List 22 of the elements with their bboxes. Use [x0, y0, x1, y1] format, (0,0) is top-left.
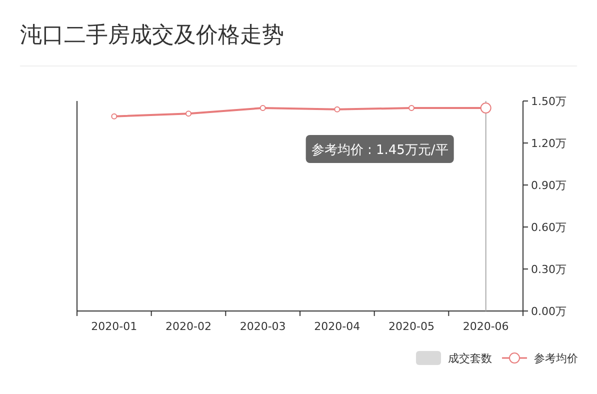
y2-tick-label: 1.50万 [531, 95, 566, 108]
legend-label: 成交套数 [448, 352, 492, 365]
x-tick-label: 2020-05 [388, 320, 434, 333]
y2-tick-label: 0.30万 [531, 263, 566, 276]
point [260, 105, 266, 111]
x-tick-label: 2020-03 [240, 320, 286, 333]
point [186, 110, 192, 117]
x-tick-label: 2020-01 [91, 320, 138, 333]
point [334, 106, 340, 112]
point [111, 113, 118, 120]
y2-tick-label: 0.90万 [531, 179, 566, 192]
chart-title: 沌口二手房成交及价格走势 [20, 23, 284, 48]
y2-tick-label: 0.00万 [531, 305, 566, 318]
y2-tick-label: 1.20万 [531, 137, 566, 150]
x-tick-label: 2020-06 [462, 320, 509, 333]
point [408, 105, 414, 111]
x-tick-label: 2020-02 [166, 320, 212, 333]
x-tick-label: 2020-04 [314, 320, 360, 333]
tooltip: 参考均价 : 1.45万元/平 [306, 135, 454, 163]
legend-label: 参考均价 [534, 352, 578, 365]
annotation: 参考均价 : 1.45万元/平 [311, 143, 448, 158]
y2-tick-label: 0.60万 [531, 221, 566, 234]
